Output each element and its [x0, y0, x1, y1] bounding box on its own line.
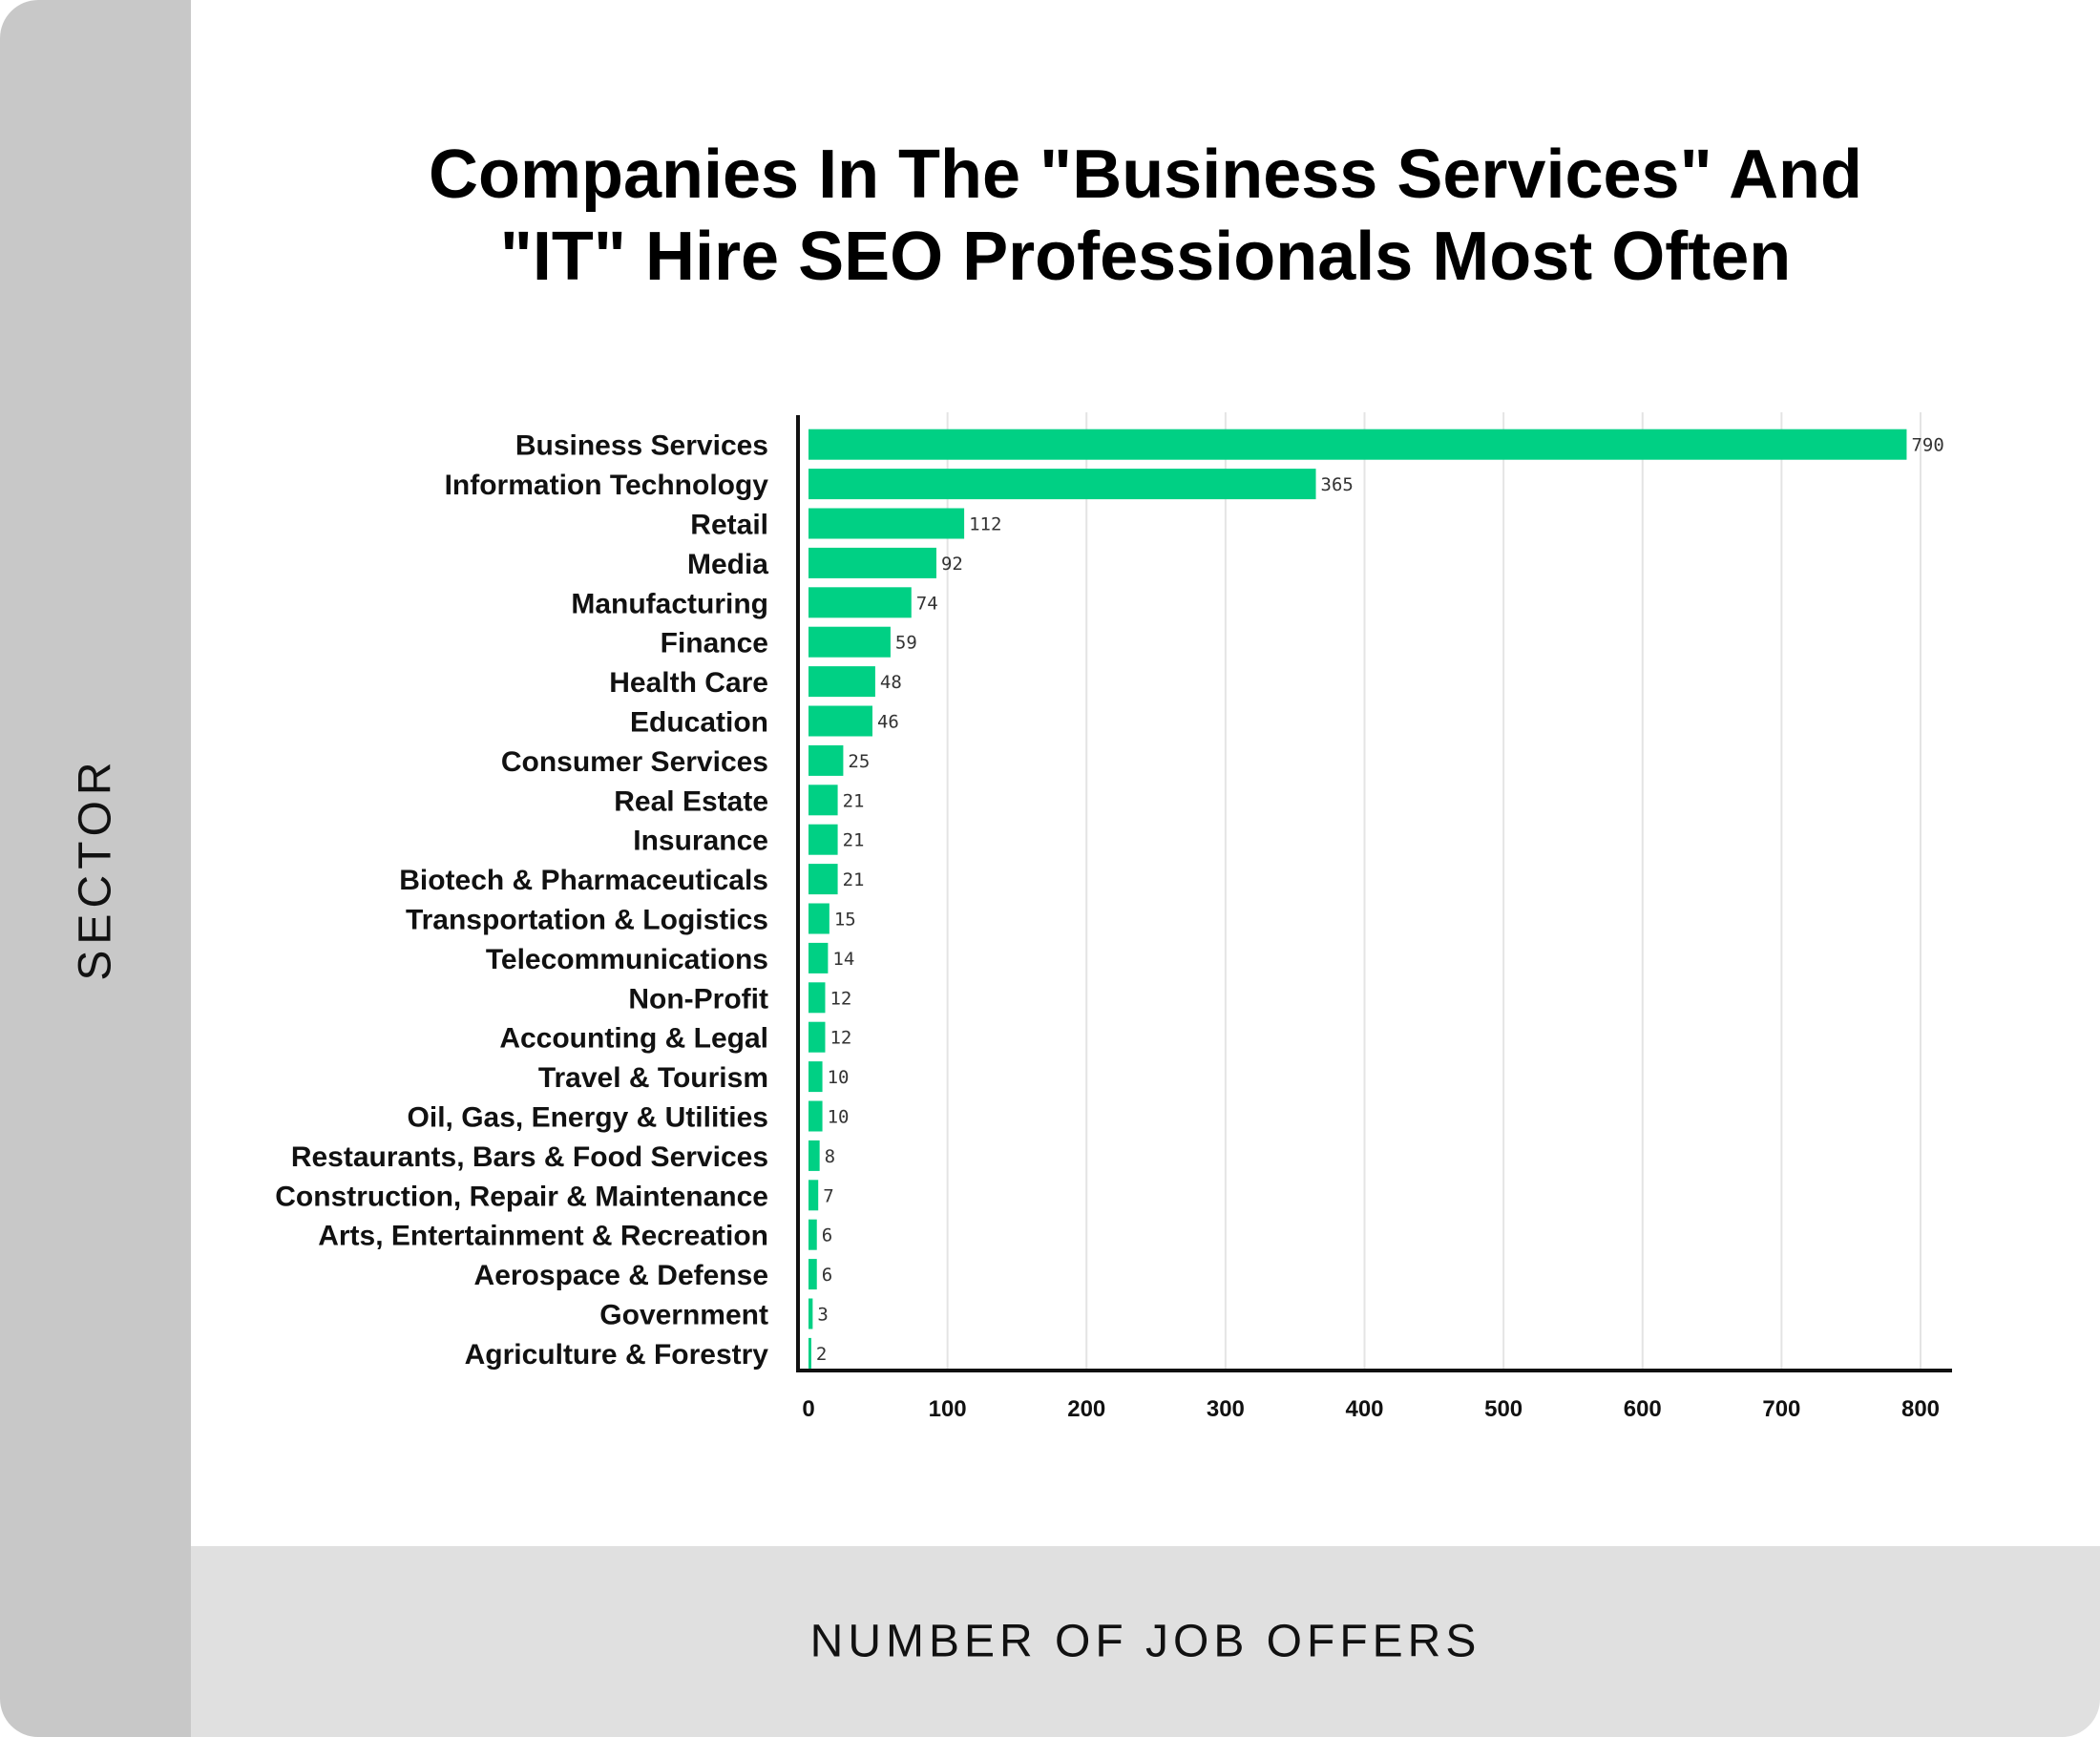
bar [808, 1259, 817, 1290]
category-label: Real Estate [614, 785, 768, 817]
value-label: 365 [1321, 474, 1354, 495]
category-label: Information Technology [445, 470, 769, 501]
side-band [0, 0, 191, 1737]
x-tick-label: 100 [929, 1396, 967, 1422]
bar [808, 942, 829, 973]
value-label: 7 [823, 1185, 833, 1206]
value-label: 10 [828, 1107, 850, 1128]
category-label: Construction, Repair & Maintenance [275, 1181, 768, 1212]
bar [808, 429, 1907, 460]
bar [808, 469, 1316, 500]
bar [808, 1021, 826, 1053]
value-label: 21 [843, 830, 865, 851]
chart-title-line-1: Companies In The "Business Services" And [428, 136, 1863, 213]
bar [808, 824, 838, 855]
bar [808, 626, 891, 658]
category-label: Manufacturing [571, 588, 768, 619]
category-label: Biotech & Pharmaceuticals [399, 865, 768, 896]
category-label: Consumer Services [501, 746, 768, 778]
value-label: 12 [830, 1028, 851, 1049]
bar [808, 982, 826, 1014]
x-tick-label: 400 [1345, 1396, 1383, 1422]
category-label: Travel & Tourism [538, 1062, 768, 1094]
value-label: 790 [1911, 435, 1943, 456]
category-label: Business Services [515, 430, 768, 462]
value-label: 3 [817, 1305, 828, 1326]
category-label: Oil, Gas, Energy & Utilities [408, 1102, 768, 1134]
value-label: 8 [825, 1146, 835, 1167]
value-label: 21 [843, 790, 865, 811]
category-label: Insurance [633, 826, 768, 857]
value-label: 14 [832, 949, 854, 970]
x-tick-label: 200 [1067, 1396, 1105, 1422]
x-tick-label: 500 [1484, 1396, 1522, 1422]
value-label: 12 [830, 988, 851, 1009]
x-tick-label: 700 [1762, 1396, 1800, 1422]
category-label: Media [687, 549, 768, 580]
value-label: 10 [828, 1067, 850, 1088]
chart-title: Companies In The "Business Services" And… [286, 134, 2005, 298]
category-label: Non-Profit [628, 983, 768, 1015]
x-axis-label: NUMBER OF JOB OFFERS [809, 1616, 1481, 1667]
category-label: Government [599, 1300, 768, 1331]
bar [808, 864, 838, 895]
value-label: 46 [877, 712, 899, 733]
category-label: Aerospace & Defense [474, 1260, 768, 1291]
bar [808, 1298, 813, 1329]
bar [808, 785, 838, 816]
category-label: Transportation & Logistics [406, 905, 768, 936]
bar [808, 587, 912, 618]
bar-chart: Business Services 790 Information Technolo… [275, 412, 1952, 1422]
bar [808, 1219, 817, 1250]
x-tick-label: 300 [1207, 1396, 1245, 1422]
value-label: 112 [969, 514, 1001, 535]
value-label: 2 [816, 1344, 827, 1365]
x-tick-label: 0 [802, 1396, 814, 1422]
x-tick-label: 600 [1624, 1396, 1662, 1422]
bar [808, 1100, 823, 1132]
bar [808, 508, 965, 539]
bar [808, 666, 875, 698]
value-label: 74 [916, 593, 938, 614]
bar [808, 705, 872, 737]
bar [808, 744, 844, 776]
bottom-band [191, 1546, 2100, 1737]
chart-title-line-2: "IT" Hire SEO Professionals Most Often [499, 219, 1792, 295]
value-label: 6 [822, 1225, 832, 1246]
category-label: Telecommunications [486, 944, 768, 975]
value-label: 21 [843, 869, 865, 890]
category-label: Finance [661, 628, 768, 659]
category-label: Education [630, 707, 768, 739]
bar [808, 1061, 823, 1093]
value-label: 15 [834, 910, 856, 931]
category-label: Health Care [609, 667, 768, 699]
value-label: 48 [880, 672, 902, 693]
bar [808, 1140, 820, 1171]
value-label: 92 [941, 554, 963, 575]
bar [808, 903, 830, 934]
bar [808, 547, 936, 578]
category-label: Agriculture & Forestry [465, 1339, 769, 1371]
category-label: Retail [690, 510, 768, 541]
x-tick-label: 800 [1901, 1396, 1940, 1422]
category-label: Accounting & Legal [499, 1023, 768, 1055]
category-label: Restaurants, Bars & Food Services [291, 1141, 768, 1173]
bar [808, 1337, 811, 1369]
value-label: 6 [822, 1265, 832, 1286]
bar [808, 1180, 819, 1211]
value-label: 59 [895, 633, 917, 654]
value-label: 25 [848, 751, 870, 772]
category-label: Arts, Entertainment & Recreation [318, 1221, 768, 1252]
